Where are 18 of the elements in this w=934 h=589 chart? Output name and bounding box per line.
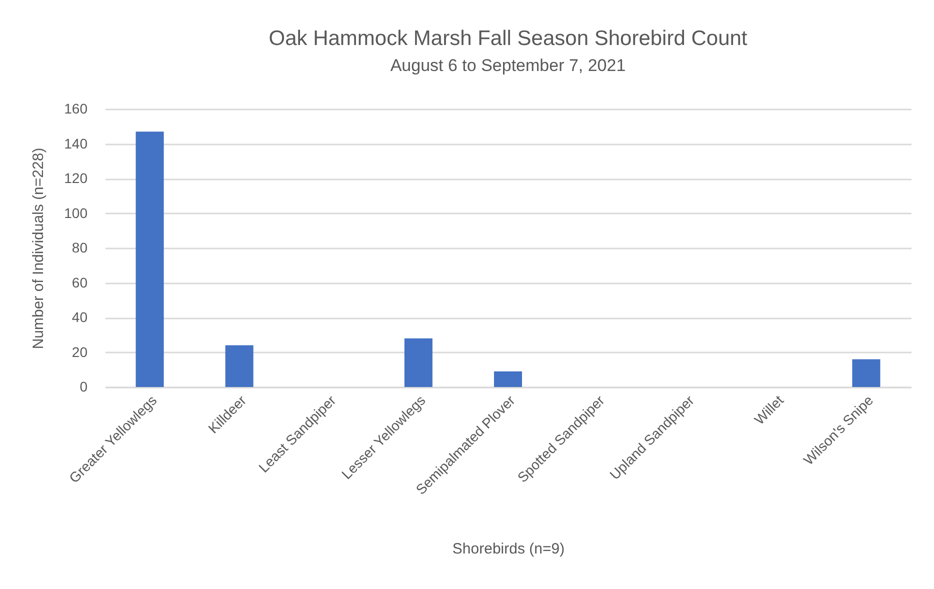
y-tick-label: 100	[64, 204, 88, 221]
y-tick-label: 40	[72, 309, 88, 325]
bar	[494, 371, 522, 387]
chart-subtitle: August 6 to September 7, 2021	[390, 56, 626, 75]
x-axis-title: Shorebirds (n=9)	[452, 540, 565, 558]
y-tick-label: 140	[64, 135, 88, 152]
bar	[852, 359, 880, 387]
bar	[404, 338, 432, 387]
bar	[225, 345, 254, 387]
y-tick-label: 160	[64, 100, 88, 116]
chart-title: Oak Hammock Marsh Fall Season Shorebird Count	[268, 27, 748, 50]
y-tick-label: 120	[64, 170, 88, 186]
y-tick-label: 20	[72, 344, 88, 360]
bar	[136, 132, 164, 387]
y-tick-label: 0	[80, 378, 88, 394]
y-axis-title: Number of Individuals (n=228)	[30, 148, 48, 350]
y-tick-label: 60	[72, 274, 88, 290]
y-tick-label: 80	[72, 240, 88, 256]
